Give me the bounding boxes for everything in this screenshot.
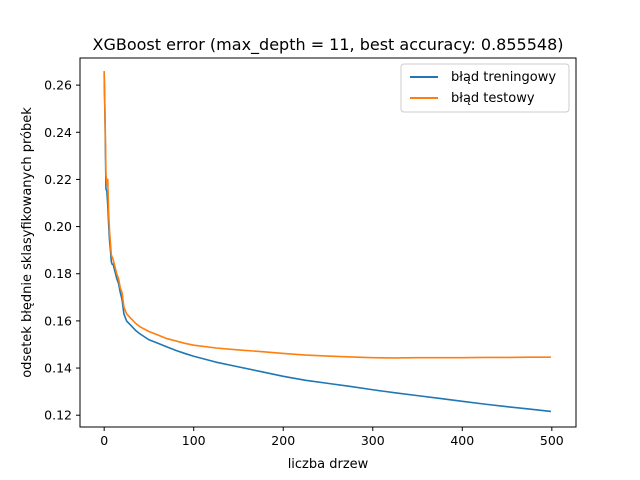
y-tick-label: 0.14 (44, 361, 72, 376)
x-tick-label: 100 (182, 433, 206, 448)
x-axis: 0 100 200 300 400 500 (100, 427, 564, 448)
legend: błąd treningowy błąd testowy (400, 63, 570, 113)
test-error-line (103, 70, 551, 359)
y-tick-label: 0.22 (44, 172, 72, 187)
plot-border (79, 57, 577, 428)
legend-label-train: błąd treningowy (451, 70, 556, 85)
x-tick-label: 200 (271, 433, 295, 448)
y-tick-label: 0.24 (44, 125, 72, 140)
y-tick-label: 0.12 (44, 408, 72, 423)
x-tick-label: 0 (100, 433, 108, 448)
y-tick-label: 0.18 (44, 266, 72, 281)
chart-title: XGBoost error (max_depth = 11, best accu… (93, 35, 564, 55)
y-axis: 0.12 0.14 0.16 0.18 0.20 0.22 0.24 0.26 (44, 78, 80, 423)
y-tick-label: 0.16 (44, 313, 72, 328)
plot-area (80, 58, 576, 427)
x-tick-label: 300 (361, 433, 385, 448)
series-layer (103, 70, 552, 413)
x-axis-label: liczba drzew (288, 457, 369, 472)
y-tick-label: 0.26 (44, 78, 72, 93)
legend-label-test: błąd testowy (451, 91, 535, 106)
legend-box (400, 63, 570, 113)
y-axis-label: odsetek błędnie sklasyfikowanych próbek (20, 107, 35, 378)
x-tick-label: 400 (450, 433, 474, 448)
x-tick-label: 500 (540, 433, 564, 448)
y-tick-label: 0.20 (44, 219, 72, 234)
